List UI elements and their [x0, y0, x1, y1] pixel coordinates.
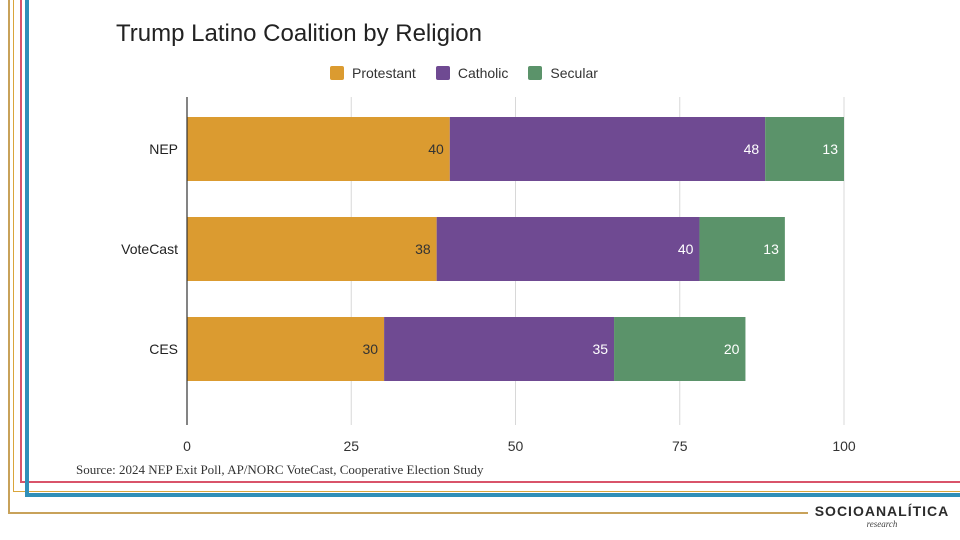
legend-swatch: [330, 66, 344, 80]
category-label: CES: [149, 341, 178, 357]
bar-segment-catholic: [384, 317, 615, 381]
data-label: 30: [363, 341, 379, 357]
logo-subtitle: research: [866, 519, 898, 529]
x-tick-label: 75: [672, 438, 688, 454]
category-label: NEP: [149, 141, 178, 157]
legend-item-secular: Secular: [528, 65, 598, 81]
legend-item-catholic: Catholic: [435, 65, 509, 81]
bar-segment-secular: [765, 117, 844, 181]
legend-item-protestant: Protestant: [330, 65, 416, 81]
bar-segment-protestant: [187, 217, 437, 281]
x-tick-label: 0: [183, 438, 191, 454]
x-tick-label: 50: [508, 438, 524, 454]
company-logo: SOCIOANALÍTICA research: [812, 503, 952, 529]
bar-segment-secular: [614, 317, 746, 381]
bar-segment-protestant: [187, 117, 450, 181]
legend-label: Secular: [550, 65, 598, 81]
bar-segment-protestant: [187, 317, 385, 381]
data-label: 35: [592, 341, 608, 357]
data-label: 38: [415, 241, 431, 257]
x-tick-label: 25: [343, 438, 359, 454]
legend-swatch: [435, 66, 450, 80]
legend-swatch: [528, 66, 543, 80]
data-label: 20: [724, 341, 740, 357]
bar-segment-catholic: [449, 117, 766, 181]
legend-label: Protestant: [352, 65, 416, 81]
data-label: 40: [428, 141, 444, 157]
bar-segment-catholic: [436, 217, 700, 281]
logo-wordmark: SOCIOANALÍTICA: [814, 503, 950, 519]
data-label: 48: [744, 141, 760, 157]
source-note: Source: 2024 NEP Exit Poll, AP/NORC Vote…: [76, 462, 484, 477]
chart-legend: Protestant Catholic Secular: [330, 64, 598, 82]
x-tick-label: 100: [832, 438, 856, 454]
chart-title: Trump Latino Coalition by Religion: [116, 20, 482, 47]
bar-segment-secular: [699, 217, 785, 281]
legend-label: Catholic: [457, 65, 509, 81]
data-label: 13: [763, 241, 779, 257]
category-label: VoteCast: [121, 241, 178, 257]
data-label: 40: [678, 241, 694, 257]
data-label: 13: [822, 141, 838, 157]
